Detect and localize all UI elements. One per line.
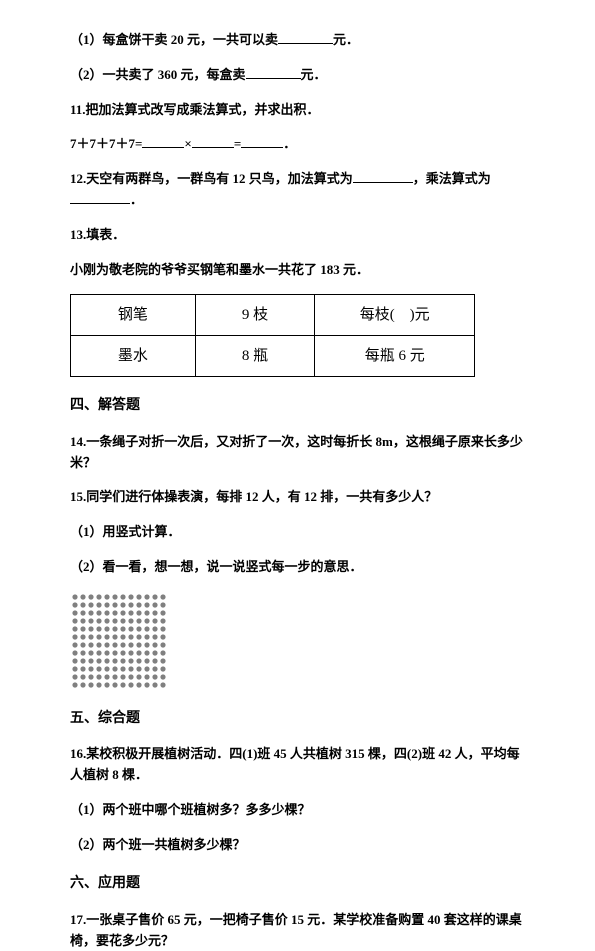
blank[interactable] [192, 134, 234, 148]
q13-table: 钢笔 9 枝 每枝( )元 墨水 8 瓶 每瓶 6 元 [70, 294, 475, 377]
q12-tail: ． [130, 192, 143, 207]
table-cell: 9 枝 [195, 295, 315, 336]
q15-2: （2）看一看，想一想，说一说竖式每一步的意思． [70, 557, 527, 578]
q12-b: ，乘法算式为 [413, 171, 491, 186]
q11-expr-a: 7＋7＋7＋7= [70, 136, 142, 151]
dot-grid-svg [70, 592, 168, 690]
q1-1: （1）每盒饼干卖 20 元，一共可以卖 元． [70, 30, 527, 51]
table-row: 钢笔 9 枝 每枝( )元 [71, 295, 475, 336]
table-row: 墨水 8 瓶 每瓶 6 元 [71, 336, 475, 377]
q1-2-text: （2）一共卖了 360 元，每盒卖 [70, 67, 246, 82]
q12: 12.天空有两群鸟，一群鸟有 12 只鸟，加法算式为 ，乘法算式为 ． [70, 169, 527, 211]
blank[interactable] [70, 190, 130, 204]
dot-grid [70, 592, 527, 690]
table-cell: 每瓶 6 元 [315, 336, 475, 377]
q14: 14.一条绳子对折一次后，又对折了一次，这时每折长 8m，这根绳子原来长多少米？ [70, 432, 527, 474]
q11: 11.把加法算式改写成乘法算式，并求出积． [70, 100, 527, 121]
blank[interactable] [246, 65, 301, 79]
blank[interactable] [353, 169, 413, 183]
blank[interactable] [278, 30, 333, 44]
table-cell: 钢笔 [71, 295, 196, 336]
q16: 16.某校积极开展植树活动．四(1)班 45 人共植树 315 棵，四(2)班 … [70, 744, 527, 786]
q1-2: （2）一共卖了 360 元，每盒卖 元． [70, 65, 527, 86]
q15: 15.同学们进行体操表演，每排 12 人，有 12 排，一共有多少人？ [70, 487, 527, 508]
section-4-head: 四、解答题 [70, 395, 527, 417]
section-5-head: 五、综合题 [70, 708, 527, 730]
q11-mult: × [184, 136, 191, 151]
section-6-head: 六、应用题 [70, 873, 527, 895]
q16-2: （2）两个班一共植树多少棵？ [70, 835, 527, 856]
table-cell: 8 瓶 [195, 336, 315, 377]
table-cell: 墨水 [71, 336, 196, 377]
q1-1-tail: 元． [333, 32, 359, 47]
q13-desc: 小刚为敬老院的爷爷买钢笔和墨水一共花了 183 元． [70, 260, 527, 281]
blank[interactable] [142, 134, 184, 148]
q11-expr: 7＋7＋7＋7= × = ． [70, 134, 527, 155]
table-cell: 每枝( )元 [315, 295, 475, 336]
q16-1: （1）两个班中哪个班植树多？多多少棵？ [70, 800, 527, 821]
q13: 13.填表． [70, 225, 527, 246]
q17: 17.一张桌子售价 65 元，一把椅子售价 15 元．某学校准备购置 40 套这… [70, 910, 527, 951]
q12-a: 12.天空有两群鸟，一群鸟有 12 只鸟，加法算式为 [70, 171, 353, 186]
blank[interactable] [241, 134, 283, 148]
q1-2-tail: 元． [301, 67, 327, 82]
q11-eq: = [234, 136, 241, 151]
q11-tail: ． [283, 136, 296, 151]
q15-1: （1）用竖式计算． [70, 522, 527, 543]
q1-1-text: （1）每盒饼干卖 20 元，一共可以卖 [70, 32, 278, 47]
